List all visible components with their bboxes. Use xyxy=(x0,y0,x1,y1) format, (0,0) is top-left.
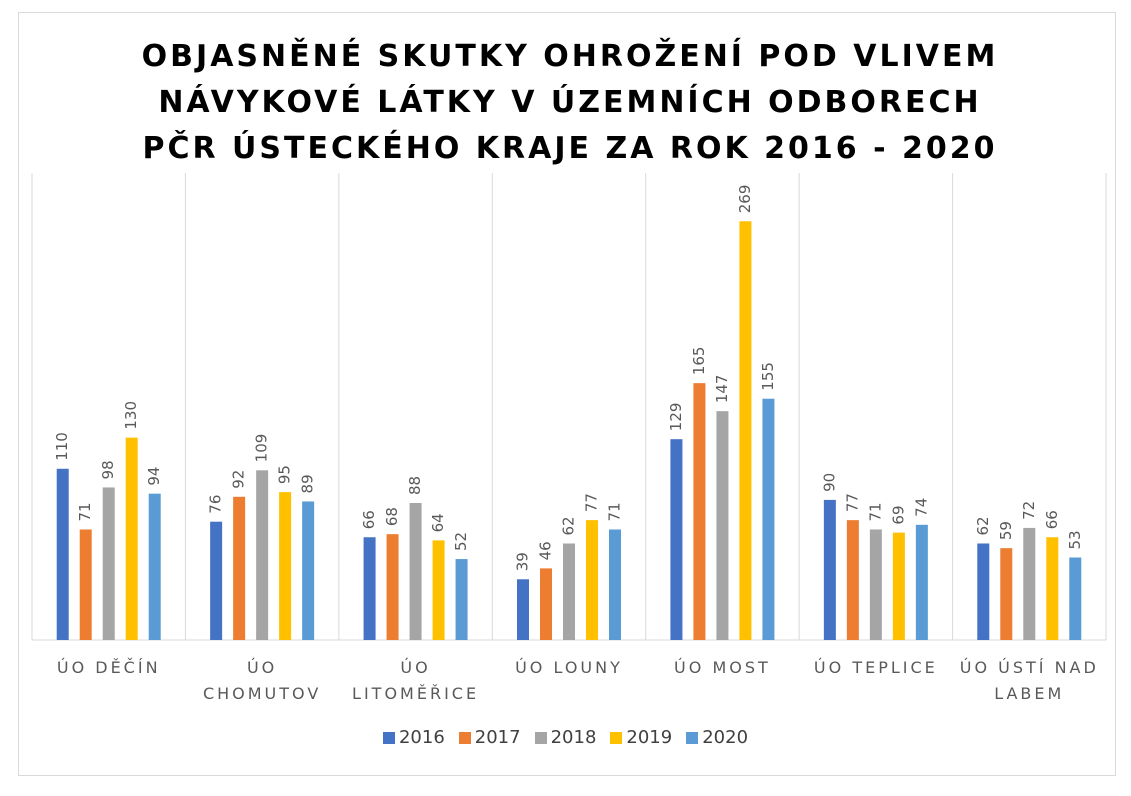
data-label: 39 xyxy=(514,552,532,571)
bar xyxy=(363,537,376,640)
bar xyxy=(1000,548,1013,640)
chart-title: OBJASNĚNÉ SKUTKY OHROŽENÍ POD VLIVEM NÁV… xyxy=(141,39,999,166)
legend-swatch xyxy=(458,731,471,744)
data-label: 147 xyxy=(713,375,731,404)
bar xyxy=(716,411,729,640)
data-label: 269 xyxy=(736,185,754,214)
bar xyxy=(148,493,161,640)
data-label: 66 xyxy=(1043,510,1061,529)
chart-frame xyxy=(18,12,1116,776)
data-label: 68 xyxy=(383,507,401,526)
data-label: 66 xyxy=(360,510,378,529)
data-label: 77 xyxy=(843,493,861,512)
data-label: 62 xyxy=(560,516,578,535)
data-label: 130 xyxy=(122,401,140,430)
legend-item: 2020 xyxy=(686,727,748,748)
data-label: 53 xyxy=(1066,530,1084,549)
bar xyxy=(1023,527,1036,640)
legend-swatch xyxy=(686,731,699,744)
data-label: 71 xyxy=(76,502,94,521)
legend-label: 2020 xyxy=(702,727,749,748)
data-label: 89 xyxy=(299,474,317,493)
bar xyxy=(1046,537,1059,640)
legend-item: 2019 xyxy=(610,727,672,748)
bar xyxy=(915,524,928,640)
data-label: 76 xyxy=(207,495,225,514)
legend-label: 2018 xyxy=(550,727,597,748)
bar xyxy=(125,437,138,640)
bar xyxy=(256,470,269,640)
data-label: 72 xyxy=(1020,501,1038,520)
legend-label: 2019 xyxy=(626,727,673,748)
data-label: 74 xyxy=(912,498,930,517)
data-label: 64 xyxy=(429,513,447,532)
bar xyxy=(1069,557,1082,640)
bar xyxy=(79,529,92,640)
bar xyxy=(302,501,315,640)
legend-label: 2017 xyxy=(474,727,521,748)
bar xyxy=(102,487,115,640)
bar xyxy=(210,521,223,640)
data-label: 62 xyxy=(974,516,992,535)
data-label: 129 xyxy=(667,403,685,432)
data-label: 94 xyxy=(145,467,163,486)
bar xyxy=(846,520,859,640)
data-label: 71 xyxy=(866,502,884,521)
x-tick-label: ÚO ÚSTÍ NAD LABEM xyxy=(959,658,1099,703)
x-tick-label: ÚO MOST xyxy=(674,658,771,677)
x-tick-label: ÚO TEPLICE xyxy=(813,658,938,677)
data-label: 109 xyxy=(253,434,271,463)
data-label: 155 xyxy=(759,362,777,391)
bar xyxy=(977,543,990,640)
legend-swatch xyxy=(534,731,547,744)
legend-item: 2018 xyxy=(534,727,597,748)
bar xyxy=(455,559,468,640)
x-tick-label: ÚO LITOMĚŘICE xyxy=(352,658,480,703)
legend-item: 2016 xyxy=(382,727,445,748)
data-label: 110 xyxy=(53,432,71,461)
bar xyxy=(670,439,683,640)
bar xyxy=(739,221,752,641)
legend-swatch xyxy=(382,731,395,744)
bar xyxy=(563,543,575,640)
data-label: 52 xyxy=(452,532,470,551)
legend: 2016 2017 2018 2019 2020 xyxy=(0,727,1131,748)
data-label: 90 xyxy=(820,473,838,492)
x-tick-label: ÚO CHOMUTOV xyxy=(202,658,322,703)
data-label: 92 xyxy=(230,470,248,489)
bar xyxy=(892,532,905,640)
data-label: 77 xyxy=(583,493,601,512)
bar xyxy=(386,534,399,640)
bar xyxy=(517,579,529,640)
bar xyxy=(762,398,775,640)
data-label: 71 xyxy=(606,502,624,521)
data-label: 59 xyxy=(997,521,1015,540)
data-label: 165 xyxy=(690,347,708,376)
data-label: 98 xyxy=(99,460,117,479)
bar xyxy=(869,529,882,640)
legend-swatch xyxy=(610,731,623,744)
data-label: 95 xyxy=(276,465,294,484)
bar xyxy=(693,383,706,640)
legend-item: 2017 xyxy=(458,727,521,748)
legend-label: 2016 xyxy=(398,727,445,748)
bar xyxy=(279,492,292,640)
data-label: 69 xyxy=(889,505,907,524)
x-tick-label: ÚO DĚČÍN xyxy=(56,658,161,677)
bar xyxy=(823,499,836,640)
bar xyxy=(540,568,552,640)
bar xyxy=(409,503,422,640)
data-label: 46 xyxy=(537,541,555,560)
data-label: 88 xyxy=(406,476,424,495)
bar xyxy=(586,520,598,640)
bar xyxy=(432,540,445,640)
bar xyxy=(233,496,246,640)
x-tick-label: ÚO LOUNY xyxy=(515,658,623,677)
bar xyxy=(609,529,621,640)
bar xyxy=(56,468,69,640)
